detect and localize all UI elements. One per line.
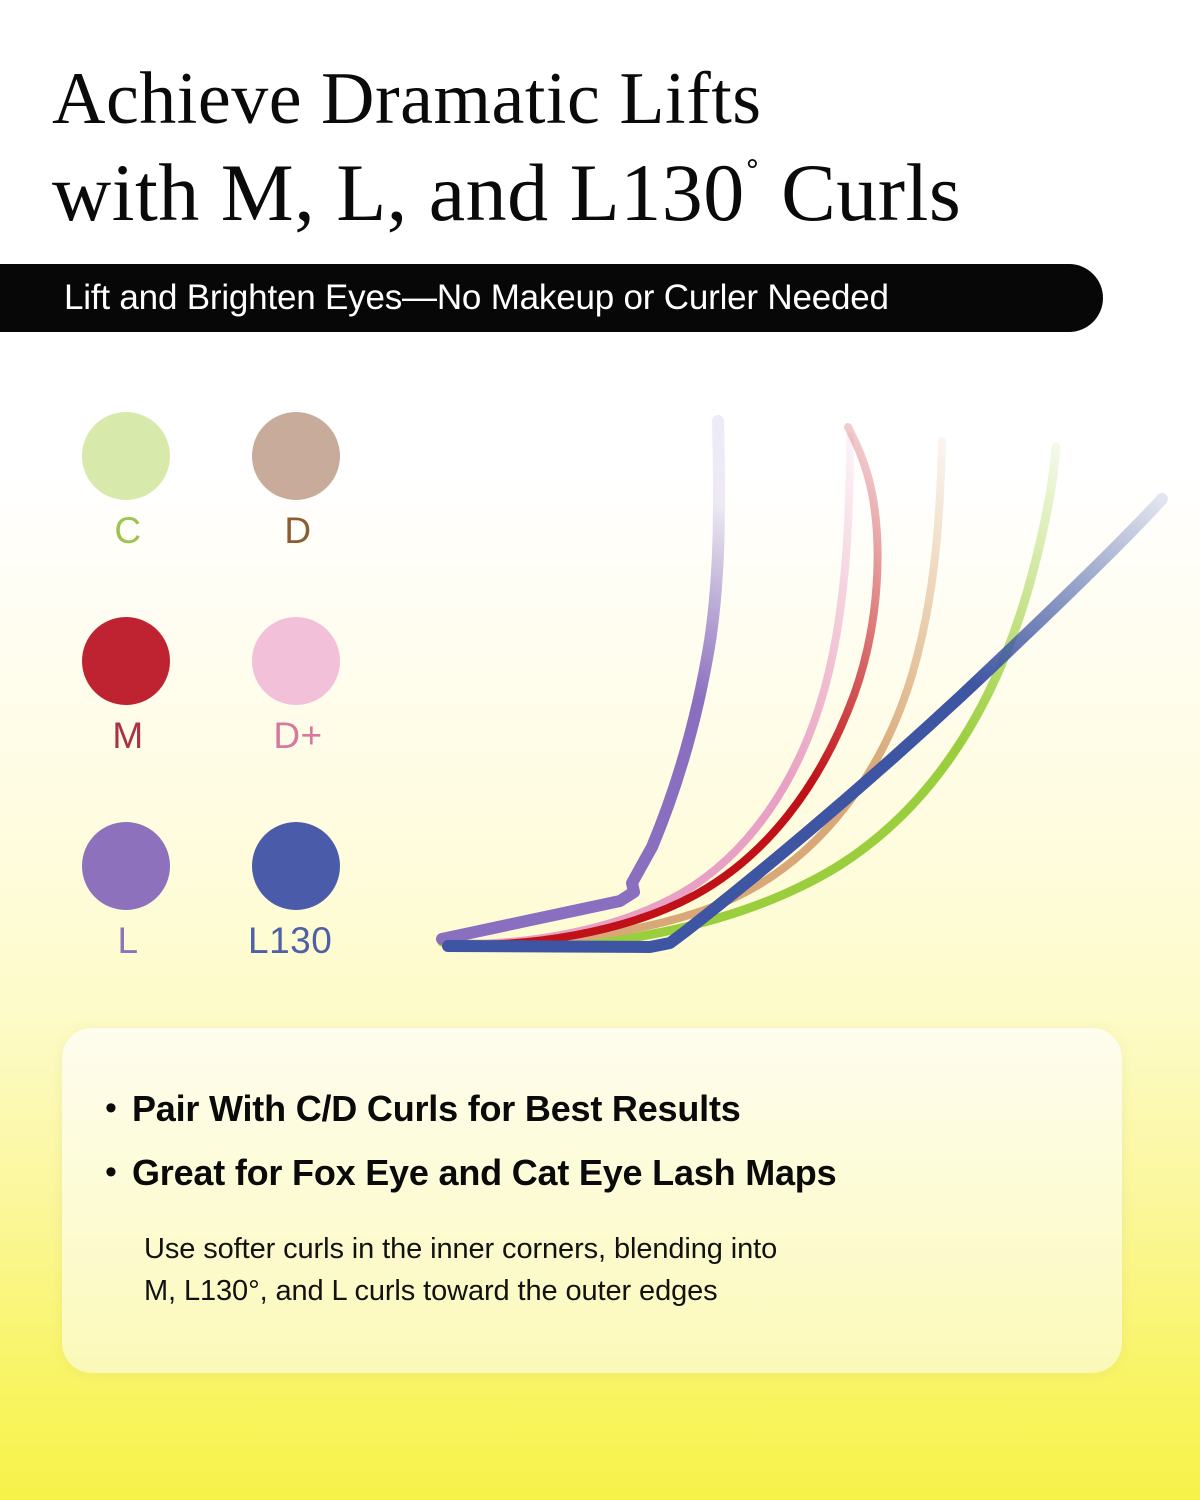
legend-label-l: L — [117, 920, 139, 961]
legend-label-c: C — [114, 510, 142, 551]
subtitle-text: Lift and Brighten Eyes—No Makeup or Curl… — [64, 278, 889, 317]
title-line-1: Achieve Dramatic Lifts — [52, 58, 762, 140]
lash-curve-diagram — [420, 395, 1200, 985]
lash-curve-d — [440, 437, 946, 948]
list-item: • Pair With C/D Curls for Best Results — [90, 1086, 1100, 1132]
legend-item-l130[interactable]: L130 — [248, 822, 422, 1027]
tips-note-line-2: M, L130°, and L curls toward the outer e… — [144, 1275, 718, 1307]
bullet-icon: • — [105, 1153, 117, 1191]
tips-note: Use softer curls in the inner corners, b… — [144, 1228, 1044, 1312]
lash-curve-l — [436, 415, 726, 945]
legend-item-d[interactable]: D — [252, 412, 422, 617]
degree-symbol: ˚ — [744, 151, 761, 202]
legend-item-dplus[interactable]: D+ — [252, 617, 422, 822]
swatch-circle-c — [82, 412, 170, 500]
legend-label-d: D — [284, 510, 312, 551]
legend-label-l130: L130 — [248, 920, 333, 961]
tip-text-2: Great for Fox Eye and Cat Eye Lash Maps — [132, 1152, 837, 1193]
tip-text-1: Pair With C/D Curls for Best Results — [132, 1088, 741, 1129]
curl-legend: C D M D+ L L130 — [82, 412, 422, 1027]
page-title: Achieve Dramatic Lifts with M, L, and L1… — [0, 62, 1200, 234]
legend-row: L L130 — [82, 822, 422, 1027]
title-line-2-suffix: Curls — [781, 147, 962, 238]
legend-label-dplus: D+ — [273, 715, 323, 756]
swatch-circle-d — [252, 412, 340, 500]
swatch-circle-dplus — [252, 617, 340, 705]
lash-curves-svg — [436, 415, 1168, 953]
legend-row: C D — [82, 412, 422, 617]
list-item: • Great for Fox Eye and Cat Eye Lash Map… — [90, 1150, 1100, 1196]
tips-note-line-1: Use softer curls in the inner corners, b… — [144, 1233, 778, 1265]
legend-item-c[interactable]: C — [82, 412, 252, 617]
lash-curve-l130 — [442, 493, 1168, 953]
legend-item-m[interactable]: M — [82, 617, 252, 822]
swatch-circle-l130 — [252, 822, 340, 910]
lash-curve-m — [442, 423, 882, 950]
subtitle-banner: Lift and Brighten Eyes—No Makeup or Curl… — [0, 264, 1103, 332]
title-line-2-main: with M, L, and L130 — [52, 147, 745, 238]
bullet-icon: • — [105, 1089, 117, 1127]
title-line-2: with M, L, and L130˚ Curls — [52, 152, 1200, 234]
legend-label-m: M — [112, 715, 144, 756]
swatch-circle-l — [82, 822, 170, 910]
tips-card: • Pair With C/D Curls for Best Results •… — [62, 1028, 1122, 1373]
swatch-circle-m — [82, 617, 170, 705]
legend-item-l[interactable]: L — [82, 822, 252, 1027]
legend-row: M D+ — [82, 617, 422, 822]
tips-list: • Pair With C/D Curls for Best Results •… — [90, 1086, 1100, 1214]
